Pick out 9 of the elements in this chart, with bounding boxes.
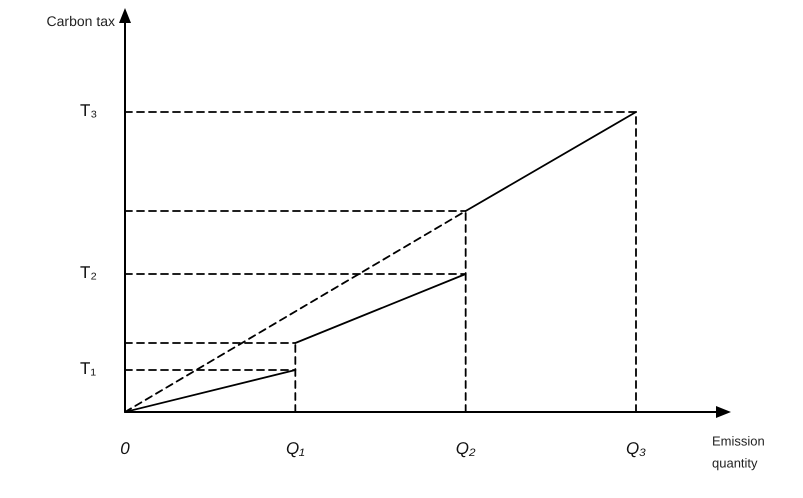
text: Emission quantity	[712, 434, 768, 470]
x-tick-label: 0	[120, 439, 130, 458]
x-tick-label: Q₃	[626, 439, 646, 458]
text: T₃	[80, 101, 98, 120]
text: T₂	[80, 263, 97, 282]
text: Carbon tax	[46, 13, 115, 29]
x-tick-label: Q₂	[456, 439, 476, 458]
x-tick-label: Q₁	[286, 439, 305, 458]
text: T₁	[80, 359, 96, 378]
